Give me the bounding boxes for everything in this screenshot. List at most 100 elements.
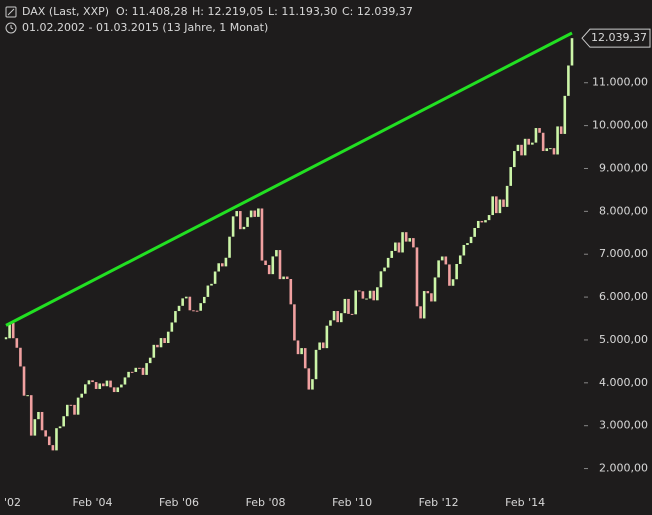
candle — [109, 380, 112, 388]
candle — [177, 305, 181, 312]
candle — [44, 430, 47, 437]
candle — [285, 276, 289, 279]
candle — [145, 363, 148, 375]
candle — [408, 238, 412, 242]
candle — [174, 311, 177, 323]
candle — [159, 338, 163, 348]
clock-icon — [5, 22, 17, 34]
candle — [87, 380, 91, 385]
candle — [246, 217, 249, 227]
candle — [336, 311, 339, 323]
candle — [303, 348, 307, 369]
candle — [354, 290, 357, 315]
y-tick-label: 4.000,00 — [599, 376, 648, 389]
candle — [58, 426, 62, 429]
x-tick-label: Feb '10 — [332, 496, 372, 509]
candle — [534, 128, 538, 143]
candle — [368, 290, 372, 299]
candle — [469, 236, 473, 244]
candle — [231, 216, 235, 237]
candle — [29, 395, 33, 436]
candle — [112, 387, 116, 393]
candle — [257, 208, 260, 217]
candle — [192, 310, 195, 312]
y-tick-label: 7.000,00 — [599, 247, 648, 260]
candle — [321, 342, 325, 349]
candle — [271, 256, 275, 275]
y-tick-label: 9.000,00 — [599, 161, 648, 174]
candle — [105, 380, 109, 387]
candle — [84, 384, 87, 394]
candle — [448, 264, 451, 286]
candle — [473, 227, 476, 237]
candle — [494, 196, 498, 214]
candle — [278, 250, 282, 280]
candle — [188, 296, 192, 311]
candle — [466, 243, 469, 245]
candle — [437, 260, 440, 278]
last-price-label: 12.039,37 — [591, 31, 647, 44]
candle — [249, 210, 253, 218]
candle — [329, 320, 332, 326]
candle — [210, 283, 213, 286]
candle — [19, 347, 22, 367]
x-tick-label: Feb '14 — [505, 496, 545, 509]
ohlc-high: H: 12.219,05 — [192, 5, 263, 18]
candle — [379, 271, 383, 288]
candle — [47, 436, 51, 446]
x-tick-label: Feb '06 — [159, 496, 199, 509]
candle — [484, 220, 487, 223]
x-tick-label: Feb '08 — [246, 496, 286, 509]
candle — [491, 196, 494, 216]
candle — [170, 322, 174, 332]
last-price-tag — [581, 28, 651, 48]
y-tick-label: 6.000,00 — [599, 290, 648, 303]
candle — [69, 404, 73, 406]
candle — [91, 380, 94, 383]
candle — [206, 285, 210, 297]
candle — [213, 271, 217, 284]
candle — [235, 211, 239, 217]
candle — [404, 232, 408, 242]
candle — [65, 404, 69, 417]
candle — [76, 397, 80, 415]
candle — [458, 255, 462, 264]
candle — [221, 263, 224, 267]
candle — [217, 263, 221, 272]
candle — [199, 303, 202, 311]
y-tick-label: 3.000,00 — [599, 419, 648, 432]
ohlc-open: O: 11.408,28 — [116, 5, 188, 18]
candle — [559, 126, 563, 134]
candle — [62, 416, 65, 427]
candle — [476, 220, 480, 228]
candle — [455, 263, 458, 280]
candle — [339, 313, 343, 323]
x-tick-label: '02 — [4, 496, 21, 509]
x-tick-label: Feb '12 — [419, 496, 459, 509]
candle — [120, 384, 123, 388]
candle — [541, 132, 545, 152]
candle — [314, 349, 318, 380]
symbol-icon — [5, 6, 17, 18]
candle — [300, 348, 303, 355]
candle — [527, 138, 531, 145]
candle — [127, 371, 130, 378]
candle — [264, 260, 267, 266]
candle — [152, 344, 156, 358]
candle — [545, 148, 549, 152]
candle — [350, 313, 354, 315]
candle — [480, 220, 484, 223]
candle — [102, 383, 105, 387]
candle — [166, 331, 170, 343]
candle — [282, 276, 285, 280]
candle — [253, 210, 257, 217]
candle — [116, 387, 120, 393]
candle — [311, 379, 314, 390]
candle — [451, 279, 455, 286]
candle — [130, 371, 134, 373]
candle — [372, 290, 376, 301]
candle — [502, 199, 505, 207]
candle — [40, 411, 44, 431]
candle — [26, 395, 29, 397]
